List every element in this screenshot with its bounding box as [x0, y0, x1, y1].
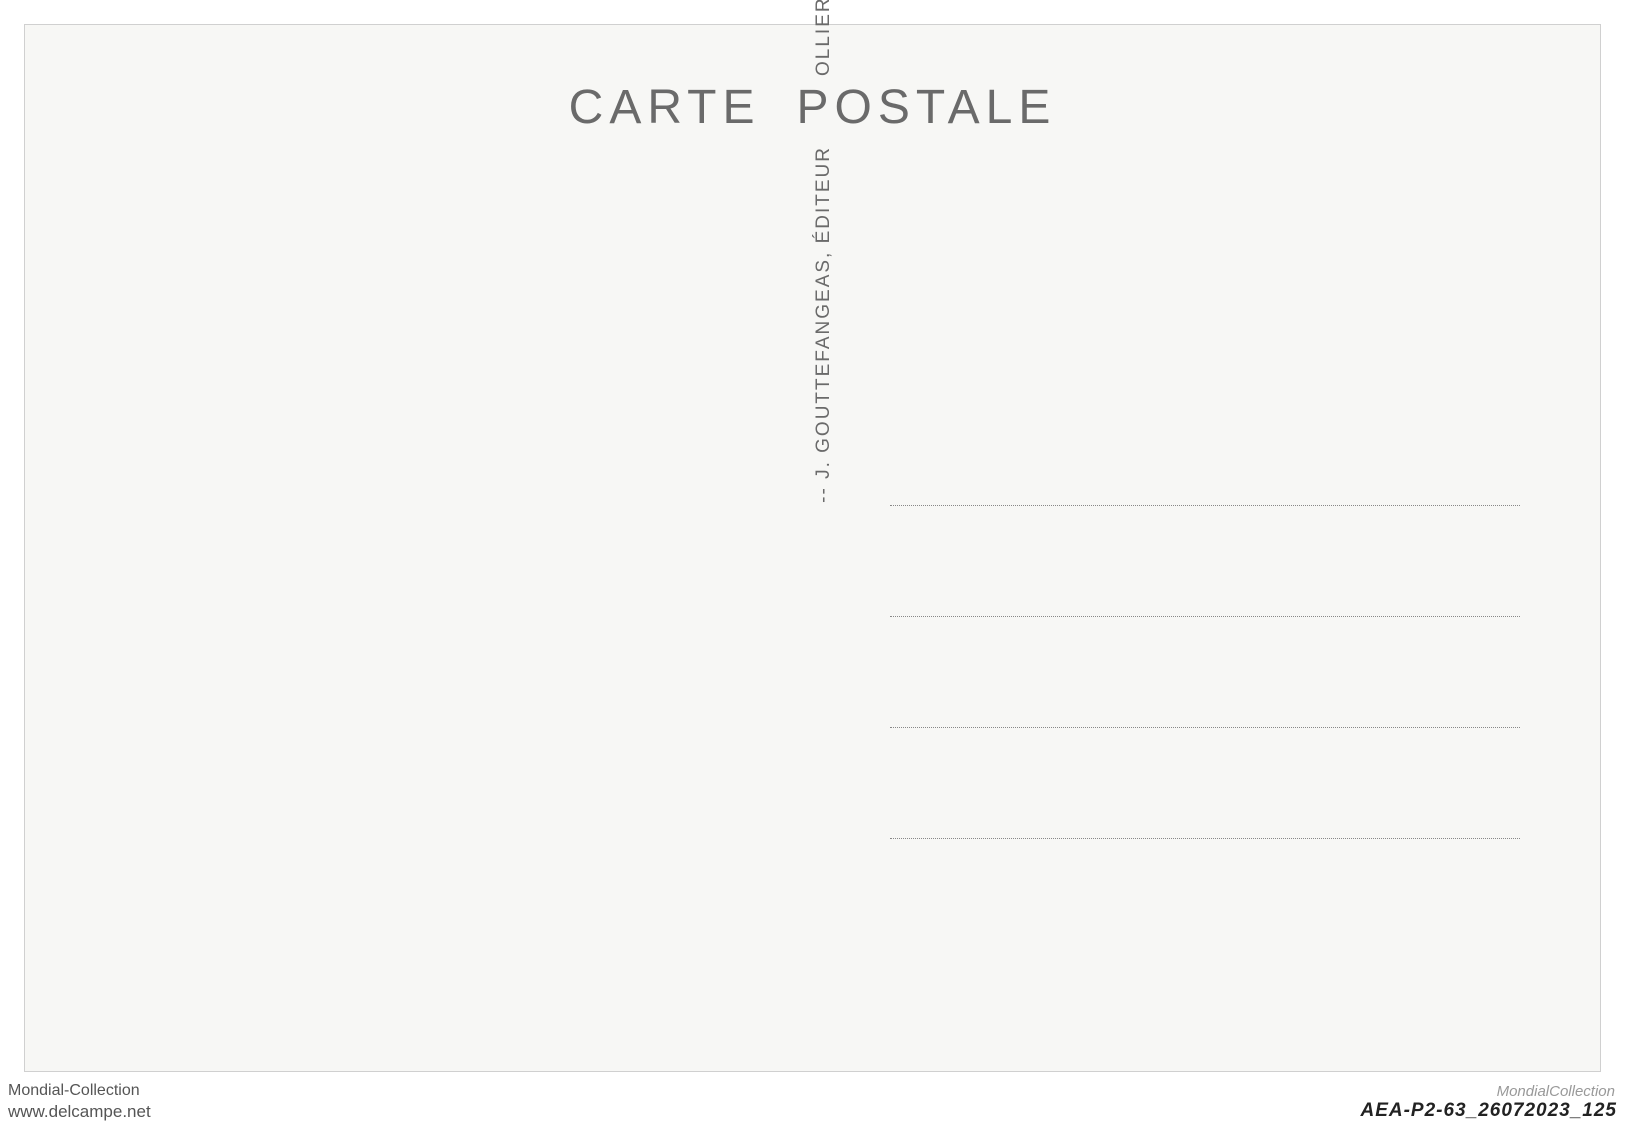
title-word-left: CARTE [569, 81, 761, 134]
address-line [890, 727, 1520, 728]
title-word-right: POSTALE [796, 81, 1056, 134]
footer-collection-name: Mondial-Collection [8, 1082, 151, 1100]
publisher-name: -- J. GOUTTEFANGEAS, ÉDITEUR [813, 146, 834, 503]
postcard-back: CARTE POSTALE -- J. GOUTTEFANGEAS, ÉDITEU… [24, 24, 1601, 1072]
address-line [890, 838, 1520, 839]
footer-url: www.delcampe.net [8, 1102, 151, 1122]
footer-reference-code: AEA-P2-63_26072023_125 [1360, 1100, 1617, 1122]
address-line [890, 505, 1520, 506]
page-footer: Mondial-Collection www.delcampe.net AEA-… [0, 1080, 1625, 1128]
publisher-divider-text: -- J. GOUTTEFANGEAS, ÉDITEUR OLLIERGUES (… [813, 0, 835, 503]
footer-left: Mondial-Collection www.delcampe.net [8, 1082, 151, 1122]
address-lines-area [890, 505, 1520, 949]
address-line [890, 616, 1520, 617]
publisher-location: OLLIERGUES (P.-DE-D.) -- [813, 0, 834, 76]
